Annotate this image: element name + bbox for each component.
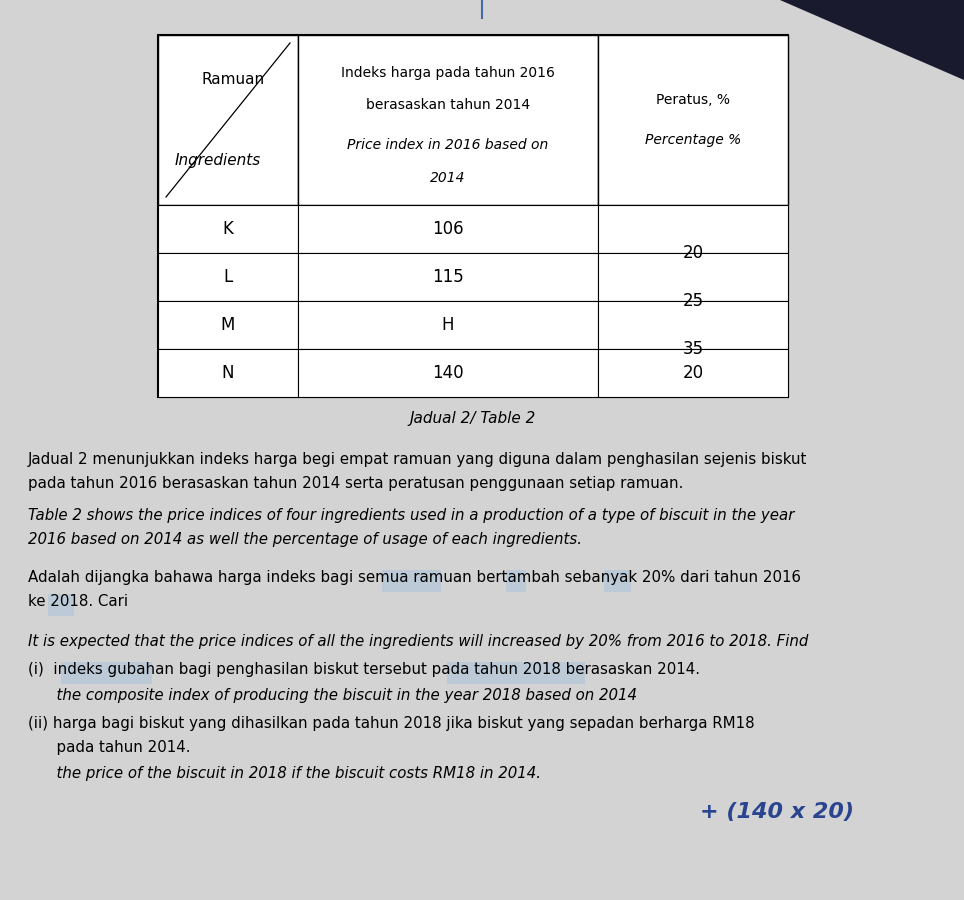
Text: Peratus, %: Peratus, %: [656, 93, 730, 107]
Text: 35: 35: [683, 340, 704, 358]
Text: 2016 based on 2014 as well the percentage of usage of each ingredients.: 2016 based on 2014 as well the percentag…: [28, 532, 582, 547]
Bar: [598, 253, 788, 301]
Text: Ramuan: Ramuan: [201, 73, 264, 87]
Text: the price of the biscuit in 2018 if the biscuit costs RM18 in 2014.: the price of the biscuit in 2018 if the …: [28, 766, 541, 781]
Bar: [447, 662, 585, 684]
Text: M: M: [221, 316, 235, 334]
Bar: [47, 594, 74, 616]
Bar: [598, 205, 788, 253]
Text: 115: 115: [432, 268, 464, 286]
Bar: [158, 349, 298, 397]
Bar: [298, 253, 598, 301]
Text: (i)  indeks gubahan bagi penghasilan biskut tersebut pada tahun 2018 berasaskan : (i) indeks gubahan bagi penghasilan bisk…: [28, 662, 700, 677]
Bar: [158, 301, 298, 349]
Text: Indeks harga pada tahun 2016: Indeks harga pada tahun 2016: [341, 66, 555, 80]
Text: Ingredients: Ingredients: [174, 152, 261, 167]
Polygon shape: [780, 0, 964, 80]
Bar: [598, 35, 788, 205]
Bar: [158, 253, 298, 301]
Text: Jadual 2/ Table 2: Jadual 2/ Table 2: [410, 411, 536, 427]
Bar: [158, 35, 298, 205]
Text: the composite index of producing the biscuit in the year 2018 based on 2014: the composite index of producing the bis…: [28, 688, 637, 703]
Bar: [598, 301, 788, 349]
Text: pada tahun 2016 berasaskan tahun 2014 serta peratusan penggunaan setiap ramuan.: pada tahun 2016 berasaskan tahun 2014 se…: [28, 476, 683, 491]
Bar: [604, 570, 630, 592]
Text: Table 2 shows the price indices of four ingredients used in a production of a ty: Table 2 shows the price indices of four …: [28, 508, 794, 523]
Bar: [158, 205, 298, 253]
Text: 140: 140: [432, 364, 464, 382]
Text: K: K: [223, 220, 233, 238]
Text: 20: 20: [683, 244, 704, 262]
Text: 25: 25: [683, 292, 704, 310]
Text: 2014: 2014: [430, 171, 466, 185]
Text: Adalah dijangka bahawa harga indeks bagi semua ramuan bertambah sebanyak 20% dar: Adalah dijangka bahawa harga indeks bagi…: [28, 570, 801, 585]
Bar: [298, 205, 598, 253]
Bar: [598, 349, 788, 397]
Text: Jadual 2 menunjukkan indeks harga begi empat ramuan yang diguna dalam penghasila: Jadual 2 menunjukkan indeks harga begi e…: [28, 452, 808, 467]
Text: 20: 20: [683, 364, 704, 382]
Text: Price index in 2016 based on: Price index in 2016 based on: [347, 138, 549, 152]
Text: L: L: [224, 268, 232, 286]
Text: + (140 x 20): + (140 x 20): [700, 802, 854, 822]
Bar: [298, 35, 598, 205]
Bar: [298, 349, 598, 397]
Text: H: H: [442, 316, 454, 334]
Bar: [61, 662, 152, 684]
Text: 106: 106: [432, 220, 464, 238]
Bar: [382, 570, 441, 592]
Text: Percentage %: Percentage %: [645, 133, 741, 147]
Text: It is expected that the price indices of all the ingredients will increased by 2: It is expected that the price indices of…: [28, 634, 809, 649]
Text: (ii) harga bagi biskut yang dihasilkan pada tahun 2018 jika biskut yang sepadan : (ii) harga bagi biskut yang dihasilkan p…: [28, 716, 755, 731]
Bar: [506, 570, 525, 592]
Text: ke 2018. Cari: ke 2018. Cari: [28, 594, 128, 609]
Text: berasaskan tahun 2014: berasaskan tahun 2014: [366, 98, 530, 112]
Bar: [298, 301, 598, 349]
Bar: [158, 35, 788, 397]
Text: N: N: [222, 364, 234, 382]
Text: pada tahun 2014.: pada tahun 2014.: [28, 740, 191, 755]
